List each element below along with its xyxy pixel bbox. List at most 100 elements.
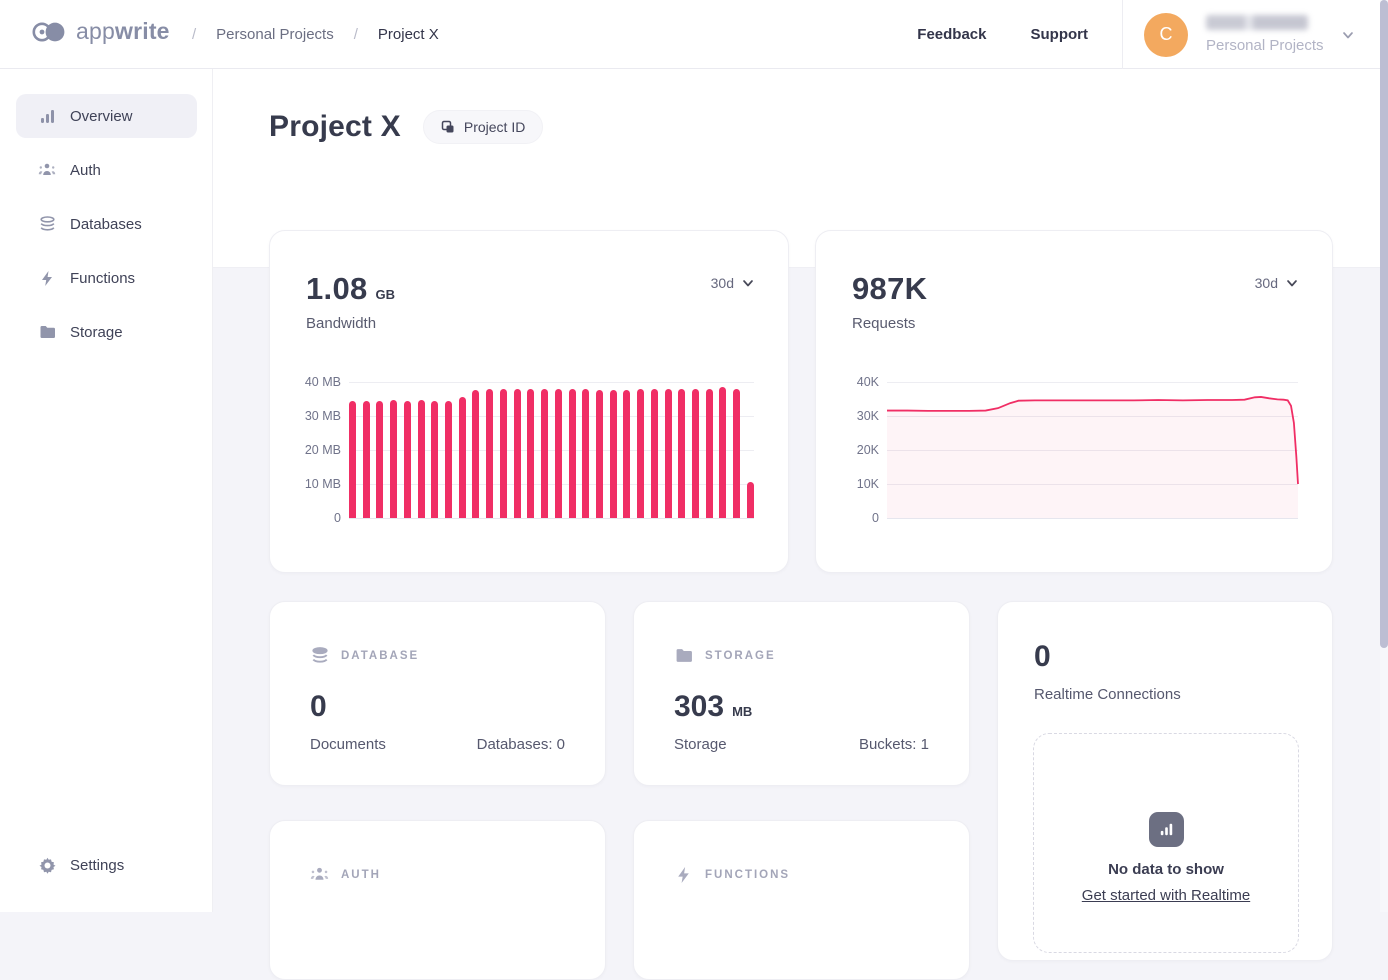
bandwidth-bar (417, 400, 425, 518)
appwrite-logo-text: appwrite (76, 18, 170, 44)
account-org-label: Personal Projects (1206, 37, 1324, 54)
page-title: Project X (269, 110, 401, 143)
bandwidth-bar (472, 389, 480, 518)
lightning-icon (674, 865, 693, 884)
sidebar-item-functions[interactable]: Functions (16, 256, 197, 300)
breadcrumb-project-x[interactable]: Project X (377, 26, 439, 43)
requests-chart (887, 382, 1298, 519)
account-info: Personal Projects (1206, 15, 1324, 54)
sidebar-item-settings[interactable]: Settings (16, 843, 197, 887)
sidebar-item-label: Databases (70, 215, 142, 233)
realtime-empty-state: No data to show Get started with Realtim… (1033, 733, 1299, 953)
storage-label: Storage (674, 736, 727, 753)
bandwidth-bar (390, 400, 398, 518)
storage-card[interactable]: STORAGE 303 MB Storage Buckets: 1 (633, 601, 970, 786)
functions-category-label: FUNCTIONS (705, 868, 791, 881)
sidebar-item-databases[interactable]: Databases (16, 202, 197, 246)
header-divider (1122, 0, 1123, 69)
chevron-down-icon[interactable] (1342, 29, 1354, 41)
bandwidth-bar (637, 389, 645, 518)
bar-chart-icon (38, 107, 56, 125)
databases-count-label: Databases: 0 (476, 736, 565, 753)
scrollbar-thumb[interactable] (1380, 0, 1388, 648)
breadcrumb-personal-projects[interactable]: Personal Projects (216, 26, 334, 43)
sidebar-item-overview[interactable]: Overview (16, 94, 197, 138)
sidebar-item-label: Functions (70, 269, 136, 287)
realtime-card: 0 Realtime Connections No data to show G… (997, 601, 1333, 961)
bandwidth-bar (568, 389, 576, 518)
bandwidth-unit: GB (375, 287, 396, 302)
documents-label: Documents (310, 736, 386, 753)
bandwidth-label: Bandwidth (306, 315, 377, 332)
sidebar-item-label: Auth (70, 161, 101, 179)
feedback-link[interactable]: Feedback (917, 26, 987, 43)
bandwidth-bar (499, 389, 507, 518)
bandwidth-chart (349, 382, 754, 519)
breadcrumb-separator: / (192, 26, 197, 43)
buckets-count-label: Buckets: 1 (858, 736, 929, 753)
requests-range-select[interactable]: 30d (1255, 275, 1298, 291)
database-icon (310, 646, 329, 665)
users-icon (38, 161, 56, 179)
copy-icon (441, 120, 454, 133)
bandwidth-bar (513, 389, 521, 518)
bandwidth-value: 1.08 (306, 271, 368, 306)
lightning-icon (38, 269, 56, 287)
storage-unit: MB (732, 704, 753, 719)
storage-value: 303 (674, 690, 725, 723)
requests-y-axis: 40K 30K 20K 10K 0 (856, 375, 879, 525)
account-menu[interactable]: C Personal Projects (1144, 0, 1354, 69)
bandwidth-bar (362, 400, 370, 518)
get-started-realtime-link[interactable]: Get started with Realtime (1081, 887, 1251, 904)
bandwidth-bar (609, 389, 617, 518)
bandwidth-bar (595, 390, 603, 518)
bandwidth-bar (349, 400, 356, 518)
bandwidth-bar (691, 388, 699, 518)
auth-card[interactable]: AUTH (269, 820, 606, 980)
folder-icon (674, 646, 693, 665)
appwrite-logo-icon (32, 22, 65, 41)
bandwidth-bar (541, 389, 549, 518)
bandwidth-card: 1.08 GB Bandwidth 30d 40 MB 30 MB 20 MB 10 … (269, 230, 789, 573)
bandwidth-bar (458, 396, 466, 518)
bandwidth-bar (719, 387, 727, 518)
support-link[interactable]: Support (1030, 26, 1089, 43)
storage-category-label: STORAGE (705, 649, 776, 662)
bandwidth-bar (554, 389, 562, 518)
bandwidth-bar (678, 389, 686, 518)
gear-icon (38, 856, 56, 874)
account-name-redacted (1206, 15, 1308, 30)
auth-category-label: AUTH (341, 868, 381, 881)
requests-value: 987K (852, 271, 928, 306)
bandwidth-bar (650, 389, 658, 518)
bandwidth-bar (431, 400, 439, 518)
bandwidth-bar (746, 482, 754, 518)
bandwidth-range-select[interactable]: 30d (711, 275, 754, 291)
bandwidth-bar (376, 400, 384, 518)
bandwidth-bars (349, 382, 754, 518)
page-scrollbar[interactable] (1380, 0, 1388, 912)
database-card[interactable]: DATABASE 0 Documents Databases: 0 (269, 601, 606, 786)
bandwidth-bar (486, 388, 494, 518)
functions-card[interactable]: FUNCTIONS (633, 820, 970, 980)
sidebar-item-storage[interactable]: Storage (16, 310, 197, 354)
users-icon (310, 865, 329, 884)
sidebar-item-auth[interactable]: Auth (16, 148, 197, 192)
bandwidth-bar (733, 389, 741, 518)
bandwidth-range-value: 30d (710, 275, 734, 291)
requests-range-value: 30d (1254, 275, 1278, 291)
project-id-button[interactable]: Project ID (422, 110, 544, 144)
top-bar: appwrite / Personal Projects / Project X… (0, 0, 1388, 69)
no-data-chart-icon (1148, 812, 1184, 847)
bandwidth-bar (623, 389, 631, 518)
chevron-down-icon (1287, 280, 1297, 287)
sidebar-item-label: Settings (70, 856, 125, 874)
avatar[interactable]: C (1144, 12, 1188, 57)
bandwidth-bar (582, 389, 590, 518)
appwrite-logo[interactable]: appwrite (32, 18, 170, 45)
requests-label: Requests (852, 315, 916, 332)
realtime-connections-label: Realtime Connections (1034, 686, 1181, 703)
sidebar: Overview Auth Databases Functions Storag… (0, 69, 213, 912)
documents-count: 0 (310, 690, 327, 723)
database-icon (38, 215, 56, 233)
